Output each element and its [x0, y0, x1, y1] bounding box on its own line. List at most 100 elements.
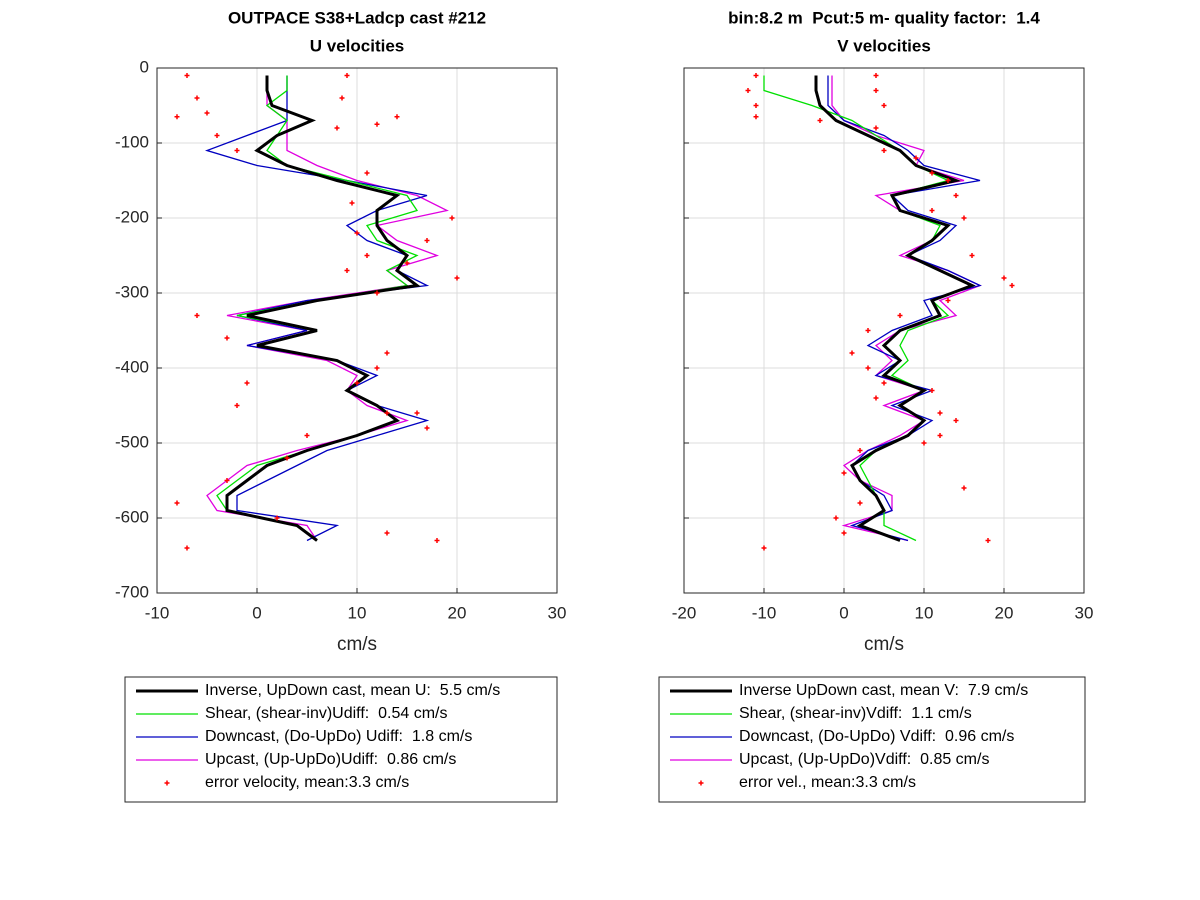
- y-tick-label: -700: [115, 582, 149, 601]
- error-point: [881, 103, 887, 108]
- legend-label: Downcast, (Do-UpDo) Udiff: 1.8 cm/s: [205, 728, 472, 745]
- error-point: [929, 388, 935, 393]
- y-tick-label: -500: [115, 432, 149, 451]
- error-point: [349, 200, 355, 206]
- error-point: [817, 118, 823, 123]
- x-axis-label: cm/s: [864, 634, 904, 655]
- x-tick-label: 20: [995, 603, 1014, 622]
- error-point: [374, 365, 380, 371]
- chart-subtitle: V velocities: [837, 36, 931, 55]
- error-point: [354, 230, 360, 236]
- error-point: [897, 313, 903, 318]
- y-tick-label: 0: [140, 57, 149, 76]
- error-point: [374, 290, 380, 296]
- y-tick-label: -200: [115, 207, 149, 226]
- x-tick-label: 30: [548, 603, 567, 622]
- error-point: [184, 545, 190, 551]
- error-point: [1001, 275, 1007, 281]
- error-point: [214, 133, 220, 138]
- error-point: [929, 208, 935, 213]
- legend-label: Shear, (shear-inv)Udiff: 0.54 cm/s: [205, 705, 447, 722]
- error-point: [434, 538, 440, 543]
- chart-title: OUTPACE S38+Ladcp cast #212: [228, 8, 486, 27]
- legend-swatch: [698, 780, 704, 786]
- legend-swatch: [164, 780, 170, 786]
- series-line: [204, 75, 430, 542]
- error-point: [969, 253, 975, 258]
- error-point: [344, 73, 350, 78]
- error-point: [424, 425, 430, 431]
- error-point: [344, 268, 350, 273]
- error-point: [174, 114, 180, 120]
- error-point: [921, 440, 927, 446]
- error-point: [384, 530, 390, 536]
- error-point: [364, 253, 370, 258]
- error-point: [753, 73, 759, 78]
- legend-box: [658, 676, 1086, 803]
- legend-label: Inverse UpDown cast, mean V: 7.9 cm/s: [739, 682, 1028, 699]
- x-tick-label: 20: [448, 603, 467, 622]
- legend-label: error vel., mean:3.3 cm/s: [739, 774, 916, 791]
- error-point: [985, 538, 991, 543]
- error-point: [384, 350, 390, 356]
- error-point: [374, 121, 380, 127]
- x-tick-label: 0: [839, 603, 848, 622]
- series-line: [814, 75, 976, 542]
- error-point: [454, 275, 460, 281]
- error-point: [339, 95, 345, 101]
- error-point: [913, 155, 919, 161]
- x-tick-label: 0: [252, 603, 261, 622]
- error-point: [424, 238, 430, 243]
- error-point: [194, 313, 200, 318]
- error-point: [761, 545, 767, 551]
- error-point: [873, 395, 879, 401]
- chart-title: bin:8.2 m Pcut:5 m- quality factor: 1.4: [728, 8, 1040, 27]
- series-line: [831, 75, 982, 542]
- error-point: [354, 380, 360, 386]
- error-point: [244, 380, 250, 386]
- error-point: [937, 410, 943, 416]
- error-point: [953, 193, 959, 198]
- y-tick-label: -400: [115, 357, 149, 376]
- series-line: [206, 75, 449, 541]
- error-point: [394, 114, 400, 120]
- error-point: [184, 73, 190, 78]
- error-point: [849, 350, 855, 356]
- legend-label: Shear, (shear-inv)Vdiff: 1.1 cm/s: [739, 705, 972, 722]
- y-tick-label: -300: [115, 282, 149, 301]
- error-point: [881, 148, 887, 153]
- error-point: [841, 530, 847, 536]
- error-point: [384, 410, 390, 416]
- legend-label: error velocity, mean:3.3 cm/s: [205, 774, 409, 791]
- error-point: [937, 433, 943, 438]
- x-tick-label: 10: [915, 603, 934, 622]
- error-point: [284, 455, 290, 461]
- x-axis-label: cm/s: [337, 634, 377, 655]
- error-point: [364, 170, 370, 176]
- error-point: [1009, 283, 1015, 288]
- x-tick-label: -20: [672, 603, 697, 622]
- error-point: [334, 125, 340, 131]
- error-point: [194, 95, 200, 101]
- x-tick-label: 10: [348, 603, 367, 622]
- error-point: [274, 515, 280, 521]
- error-point: [929, 170, 935, 176]
- error-point: [833, 515, 839, 521]
- error-point: [174, 500, 180, 506]
- error-point: [857, 500, 863, 506]
- error-point: [304, 433, 310, 438]
- x-tick-label: -10: [145, 603, 170, 622]
- error-point: [865, 365, 871, 371]
- legend-box: [124, 676, 558, 803]
- error-point: [224, 478, 230, 483]
- series-line: [225, 75, 421, 542]
- axes-box: [156, 67, 558, 594]
- error-point: [865, 328, 871, 333]
- error-point: [945, 178, 951, 183]
- error-point: [873, 125, 879, 131]
- error-point: [953, 418, 959, 423]
- error-point: [745, 88, 751, 93]
- error-point: [753, 114, 759, 120]
- axes-box: [683, 67, 1085, 594]
- error-point: [873, 88, 879, 93]
